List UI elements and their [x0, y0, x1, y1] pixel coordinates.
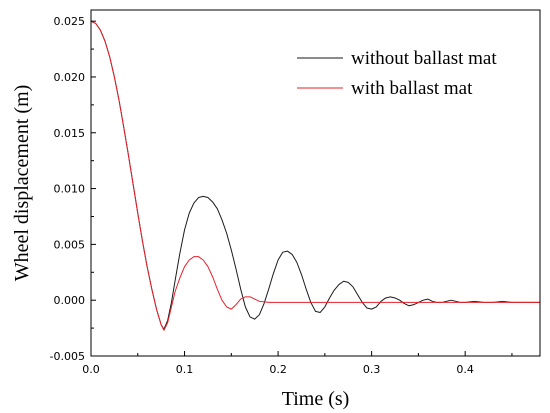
y-tick-label: 0.000: [54, 294, 86, 307]
y-tick-label: 0.015: [54, 127, 86, 140]
y-tick-label: -0.005: [50, 350, 85, 363]
y-tick-label: 0.005: [54, 238, 86, 251]
series-layer: [91, 20, 540, 331]
x-tick-label: 0.0: [82, 363, 100, 376]
x-tick-label: 0.3: [363, 363, 381, 376]
legend-label-1: with ballast mat: [351, 78, 473, 99]
x-tick-label: 0.1: [176, 363, 194, 376]
y-tick-label: 0.025: [54, 15, 86, 28]
y-tick-label: 0.010: [54, 183, 86, 196]
x-tick-label: 0.4: [456, 363, 474, 376]
y-axis-title: Wheel displacement (m): [11, 85, 33, 282]
series-line-1: [91, 20, 540, 331]
legend-label-0: without ballast mat: [351, 48, 497, 69]
legend: without ballast mat with ballast mat: [297, 48, 497, 99]
x-axis-title: Time (s): [282, 388, 350, 410]
y-tick-label: 0.020: [54, 71, 86, 84]
ticks-layer: 0.0 0.1 0.2 0.3 0.4 -0.005 0.000 0.005 0.010 0.01…: [50, 15, 513, 376]
plot-frame: [90, 9, 541, 357]
x-tick-label: 0.2: [269, 363, 287, 376]
